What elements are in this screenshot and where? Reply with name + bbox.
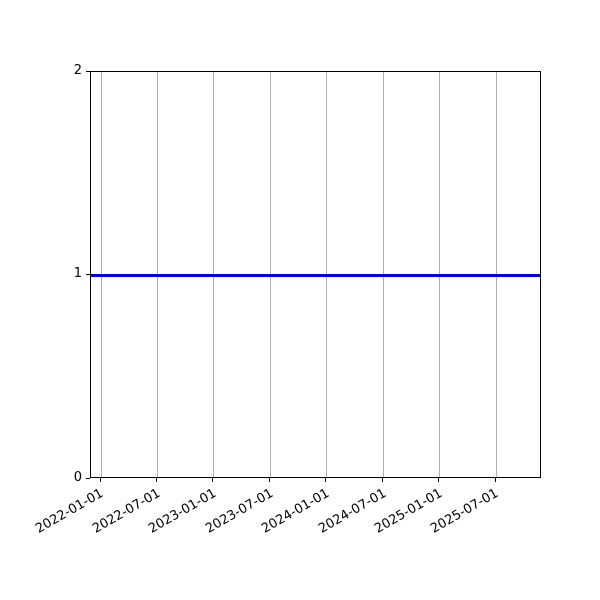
x-tick-mark xyxy=(438,478,439,482)
x-tick-mark xyxy=(325,478,327,482)
data-line-series xyxy=(91,274,540,277)
x-tick-mark xyxy=(381,478,383,482)
y-axis-tick-label: 2 xyxy=(73,63,82,78)
y-tick-mark xyxy=(86,71,90,72)
x-tick-mark xyxy=(268,478,270,482)
x-tick-mark xyxy=(212,478,214,482)
y-tick-mark xyxy=(86,274,90,275)
x-tick-mark xyxy=(494,478,496,482)
y-tick-mark xyxy=(86,478,90,479)
plot-area xyxy=(90,71,541,478)
x-tick-mark xyxy=(156,478,157,482)
y-axis-tick-label: 1 xyxy=(73,266,82,281)
y-axis-tick-label: 0 xyxy=(73,470,82,485)
x-tick-mark xyxy=(99,478,101,482)
